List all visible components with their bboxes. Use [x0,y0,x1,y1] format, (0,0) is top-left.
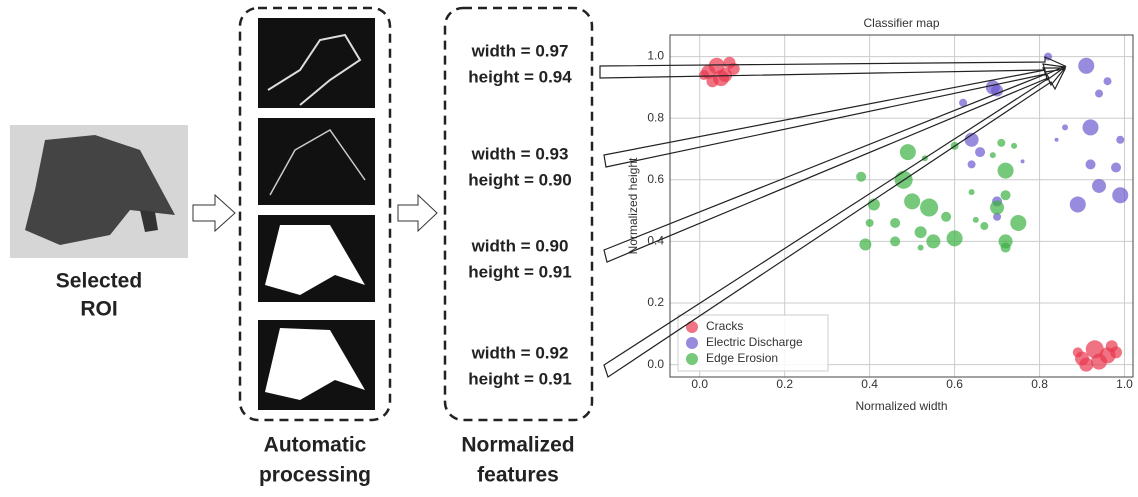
point [1083,119,1099,135]
point [1111,162,1121,172]
feature-height: height = 0.90 [468,170,571,189]
legend-marker [686,321,698,333]
point [926,234,940,248]
y-tick-label: 0.0 [647,357,664,371]
point [980,222,988,230]
point [998,163,1014,179]
flow-arrow [398,195,437,231]
point [990,152,996,158]
figure: Selected ROI Automatic processing Normal… [0,0,1138,492]
point [1116,136,1124,144]
point [1055,138,1059,142]
feature-height: height = 0.91 [468,262,571,281]
point [986,80,1000,94]
flow-arrow [193,195,235,231]
point [1091,354,1107,370]
point [1011,143,1017,149]
step-label: features [477,464,559,487]
x-axis-label: Normalized width [855,399,947,413]
point [1062,124,1068,130]
feature-width: width = 0.92 [471,343,569,362]
legend-marker [686,353,698,365]
legend-label: Electric Discharge [706,335,803,349]
point [969,189,975,195]
y-tick-label: 0.2 [647,295,664,309]
point [1001,243,1011,253]
point [723,57,735,69]
point [1001,190,1011,200]
legend-label: Cracks [706,319,743,333]
point [1078,58,1094,74]
y-tick-label: 0.4 [647,234,664,248]
point [890,236,900,246]
point [1104,77,1112,85]
point [975,147,985,157]
step-label: processing [259,464,371,487]
point [918,245,924,251]
point [1079,358,1093,372]
point [1086,159,1096,169]
point [713,70,729,86]
feature-height: height = 0.91 [468,369,571,388]
point [1095,90,1103,98]
point [920,199,938,217]
x-tick-label: 0.4 [861,377,878,391]
feature-width: width = 0.93 [471,144,569,163]
roi-label: ROI [80,298,117,321]
point [997,139,1005,147]
y-tick-label: 0.6 [647,172,664,186]
y-tick-label: 1.0 [647,49,664,63]
step-label: Automatic [264,434,367,457]
roi-label: Selected [56,270,142,293]
legend-marker [686,337,698,349]
point [1010,215,1026,231]
legend-label: Edge Erosion [706,351,778,365]
point [1070,196,1086,212]
point [915,226,927,238]
point [1092,179,1106,193]
step-label: Normalized [461,434,574,457]
feature-height: height = 0.94 [468,67,572,86]
point [990,201,1004,215]
processed-images [258,18,375,410]
feature-width: width = 0.90 [471,236,569,255]
point [973,217,979,223]
point [900,144,916,160]
point [859,239,871,251]
x-tick-label: 1.0 [1116,377,1133,391]
point [1106,340,1118,352]
feature-width: width = 0.97 [471,41,569,60]
x-tick-label: 0.8 [1031,377,1048,391]
y-tick-label: 0.8 [647,110,664,124]
page: Selected ROI Automatic processing Normal… [0,0,1138,497]
point [856,172,866,182]
chart-title: Classifier map [863,16,939,30]
point [1021,159,1025,163]
point [890,218,900,228]
point [904,193,920,209]
point [1112,187,1128,203]
point [947,230,963,246]
point [941,212,951,222]
point [866,219,874,227]
point [1073,347,1083,357]
roi-image [10,125,188,258]
x-tick-label: 0.6 [946,377,963,391]
point [699,70,709,80]
x-tick-label: 0.2 [776,377,793,391]
point [968,160,976,168]
x-tick-label: 0.0 [691,377,708,391]
